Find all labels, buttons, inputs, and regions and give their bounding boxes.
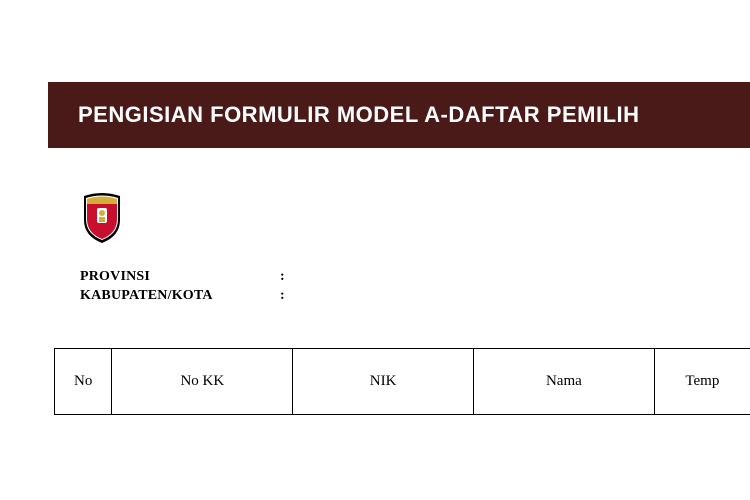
meta-block: PROVINSI : KABUPATEN/KOTA : [80,268,285,306]
title-banner: PENGISIAN FORMULIR MODEL A-DAFTAR PEMILI… [48,82,750,148]
col-header-nokk: No KK [112,349,293,415]
meta-label: PROVINSI [80,268,280,287]
title-text: PENGISIAN FORMULIR MODEL A-DAFTAR PEMILI… [78,102,640,128]
voter-table: No No KK NIK Nama Temp [54,348,750,415]
kpu-logo [80,190,124,244]
meta-label: KABUPATEN/KOTA [80,287,280,306]
col-header-no: No [55,349,112,415]
meta-row-kabupaten: KABUPATEN/KOTA : [80,287,285,306]
meta-colon: : [280,268,285,287]
col-header-temp: Temp [654,349,750,415]
col-header-nik: NIK [293,349,474,415]
meta-colon: : [280,287,285,306]
meta-row-provinsi: PROVINSI : [80,268,285,287]
table-header-row: No No KK NIK Nama Temp [55,349,750,415]
col-header-nama: Nama [473,349,654,415]
